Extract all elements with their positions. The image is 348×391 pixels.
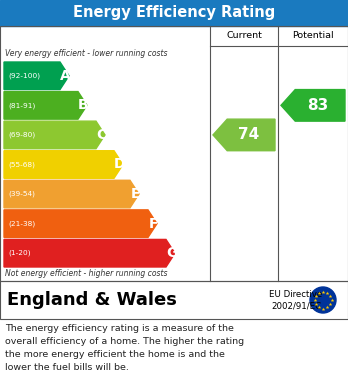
Circle shape <box>310 287 336 313</box>
Text: B: B <box>78 99 89 112</box>
Text: 83: 83 <box>308 98 329 113</box>
Text: Energy Efficiency Rating: Energy Efficiency Rating <box>73 5 275 20</box>
Polygon shape <box>281 90 345 121</box>
Bar <box>0 26 348 281</box>
Text: Potential: Potential <box>292 32 334 41</box>
Polygon shape <box>4 62 69 90</box>
Text: The energy efficiency rating is a measure of the
overall efficiency of a home. T: The energy efficiency rating is a measur… <box>5 324 244 371</box>
Polygon shape <box>4 91 87 119</box>
Polygon shape <box>4 151 123 178</box>
Text: (92-100): (92-100) <box>8 73 40 79</box>
Bar <box>0 0 348 26</box>
Text: F: F <box>149 217 158 231</box>
Polygon shape <box>4 239 175 267</box>
Text: 74: 74 <box>238 127 260 142</box>
Text: (21-38): (21-38) <box>8 221 35 227</box>
Text: England & Wales: England & Wales <box>7 291 177 309</box>
Bar <box>0 281 348 319</box>
Text: EU Directive: EU Directive <box>269 290 323 299</box>
Text: G: G <box>166 246 177 260</box>
Bar <box>0 26 348 281</box>
Polygon shape <box>4 210 157 237</box>
Text: (81-91): (81-91) <box>8 102 35 109</box>
Text: C: C <box>96 128 106 142</box>
Text: E: E <box>131 187 140 201</box>
Text: A: A <box>60 69 71 83</box>
Text: (39-54): (39-54) <box>8 191 35 197</box>
Text: (55-68): (55-68) <box>8 161 35 168</box>
Text: (69-80): (69-80) <box>8 132 35 138</box>
Text: Not energy efficient - higher running costs: Not energy efficient - higher running co… <box>5 269 167 278</box>
Polygon shape <box>4 180 139 208</box>
Text: D: D <box>114 158 125 172</box>
Text: Very energy efficient - lower running costs: Very energy efficient - lower running co… <box>5 49 167 58</box>
Text: Current: Current <box>226 32 262 41</box>
Text: (1-20): (1-20) <box>8 250 31 256</box>
Bar <box>0 281 348 319</box>
Text: 2002/91/EC: 2002/91/EC <box>271 301 321 310</box>
Polygon shape <box>4 121 105 149</box>
Polygon shape <box>213 119 275 151</box>
